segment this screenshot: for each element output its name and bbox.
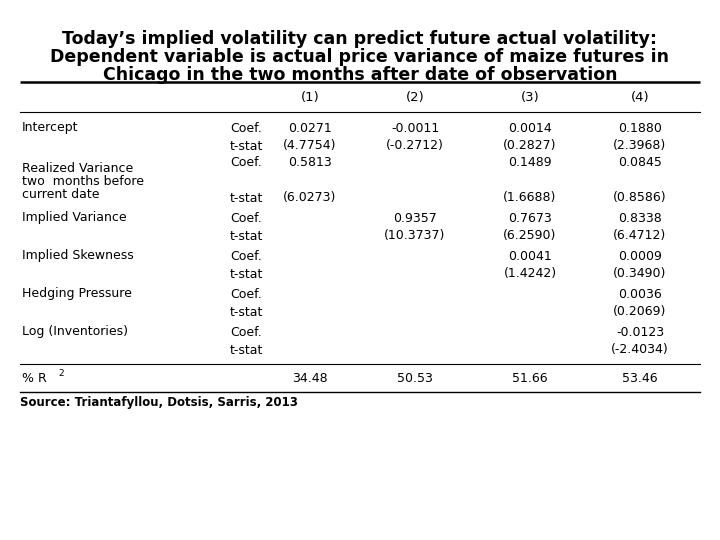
Text: 0.0041: 0.0041 xyxy=(508,249,552,262)
Text: t-stat: t-stat xyxy=(230,230,264,242)
Text: 0.0036: 0.0036 xyxy=(618,287,662,300)
Text: Coef.: Coef. xyxy=(230,122,262,134)
Text: 50.53: 50.53 xyxy=(397,372,433,384)
Text: 0.7673: 0.7673 xyxy=(508,212,552,225)
Text: Hedging Pressure: Hedging Pressure xyxy=(22,287,132,300)
Text: -0.0011: -0.0011 xyxy=(391,122,439,134)
Text: Coef.: Coef. xyxy=(230,212,262,225)
Text: t-stat: t-stat xyxy=(230,306,264,319)
Text: 0.1880: 0.1880 xyxy=(618,122,662,134)
Text: 0.9357: 0.9357 xyxy=(393,212,437,225)
Text: (4): (4) xyxy=(631,91,649,105)
Text: (0.2069): (0.2069) xyxy=(613,306,667,319)
Text: t-stat: t-stat xyxy=(230,192,264,205)
Text: Dependent variable is actual price variance of maize futures in: Dependent variable is actual price varia… xyxy=(50,48,670,66)
Text: 0.0009: 0.0009 xyxy=(618,249,662,262)
Text: Implied Variance: Implied Variance xyxy=(22,212,127,225)
Text: Intercept: Intercept xyxy=(22,122,78,134)
Text: (3): (3) xyxy=(521,91,539,105)
Text: Coef.: Coef. xyxy=(230,156,262,168)
Text: (1.4242): (1.4242) xyxy=(503,267,557,280)
Text: two  months before: two months before xyxy=(22,175,144,188)
Text: (0.8586): (0.8586) xyxy=(613,192,667,205)
Text: 0.0845: 0.0845 xyxy=(618,156,662,168)
Text: Coef.: Coef. xyxy=(230,326,262,339)
Text: (0.2827): (0.2827) xyxy=(503,139,557,152)
Text: (6.4712): (6.4712) xyxy=(613,230,667,242)
Text: 2: 2 xyxy=(58,368,63,377)
Text: 0.5813: 0.5813 xyxy=(288,156,332,168)
Text: Realized Variance: Realized Variance xyxy=(22,162,133,175)
Text: (6.0273): (6.0273) xyxy=(283,192,337,205)
Text: Today’s implied volatility can predict future actual volatility:: Today’s implied volatility can predict f… xyxy=(63,30,657,48)
Text: t-stat: t-stat xyxy=(230,139,264,152)
Text: 34.48: 34.48 xyxy=(292,372,328,384)
Text: (2): (2) xyxy=(405,91,424,105)
Text: 0.8338: 0.8338 xyxy=(618,212,662,225)
Text: (1): (1) xyxy=(301,91,320,105)
Text: Coef.: Coef. xyxy=(230,287,262,300)
Text: (1.6688): (1.6688) xyxy=(503,192,557,205)
Text: Source: Triantafyllou, Dotsis, Sarris, 2013: Source: Triantafyllou, Dotsis, Sarris, 2… xyxy=(20,396,298,409)
Text: (4.7754): (4.7754) xyxy=(283,139,337,152)
Text: -0.0123: -0.0123 xyxy=(616,326,664,339)
Text: (6.2590): (6.2590) xyxy=(503,230,557,242)
Text: t-stat: t-stat xyxy=(230,343,264,356)
Text: current date: current date xyxy=(22,188,99,201)
Text: (2.3968): (2.3968) xyxy=(613,139,667,152)
Text: 0.0014: 0.0014 xyxy=(508,122,552,134)
Text: 53.46: 53.46 xyxy=(622,372,658,384)
Text: Implied Skewness: Implied Skewness xyxy=(22,249,134,262)
Text: 51.66: 51.66 xyxy=(512,372,548,384)
Text: Log (Inventories): Log (Inventories) xyxy=(22,326,128,339)
Text: (10.3737): (10.3737) xyxy=(384,230,446,242)
Text: (-2.4034): (-2.4034) xyxy=(611,343,669,356)
Text: (-0.2712): (-0.2712) xyxy=(386,139,444,152)
Text: 0.1489: 0.1489 xyxy=(508,156,552,168)
Text: Chicago in the two months after date of observation: Chicago in the two months after date of … xyxy=(103,66,617,84)
Text: 0.0271: 0.0271 xyxy=(288,122,332,134)
Text: (0.3490): (0.3490) xyxy=(613,267,667,280)
Text: Coef.: Coef. xyxy=(230,249,262,262)
Text: % R: % R xyxy=(22,372,47,384)
Text: t-stat: t-stat xyxy=(230,267,264,280)
